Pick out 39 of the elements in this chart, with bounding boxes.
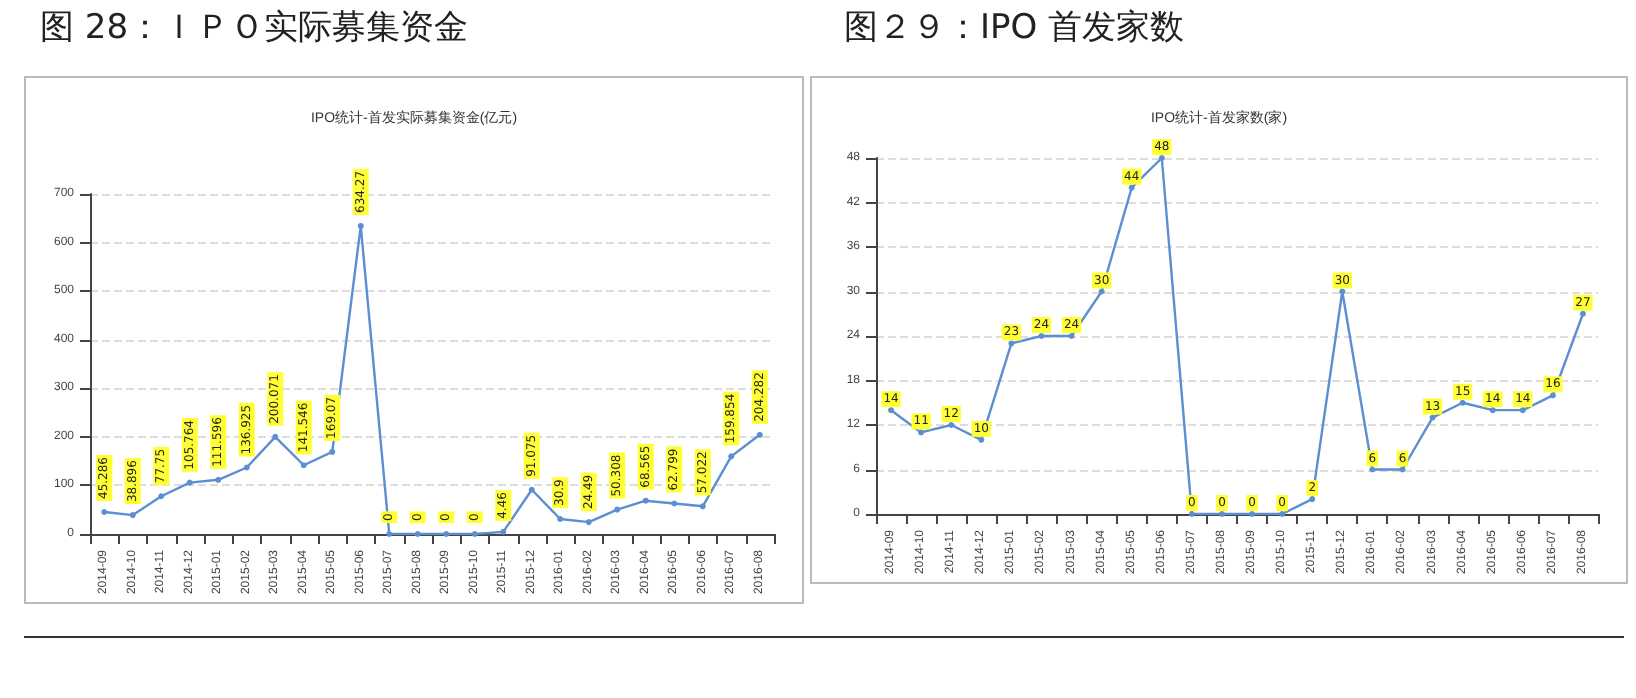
point xyxy=(1128,184,1135,191)
point xyxy=(1579,310,1586,317)
point xyxy=(699,503,706,510)
point xyxy=(671,500,678,507)
point xyxy=(756,431,763,438)
point xyxy=(500,528,507,535)
point xyxy=(948,422,955,428)
point xyxy=(158,493,165,500)
line-series xyxy=(888,155,1586,517)
point xyxy=(357,222,364,229)
point xyxy=(642,497,649,504)
point xyxy=(978,436,985,443)
point xyxy=(1459,399,1466,406)
point xyxy=(272,433,279,440)
point xyxy=(101,509,108,515)
point xyxy=(1158,155,1165,161)
point xyxy=(129,512,136,519)
point xyxy=(329,448,336,455)
point xyxy=(1068,333,1075,339)
point xyxy=(1429,414,1436,421)
point xyxy=(1309,496,1316,503)
point xyxy=(1399,466,1406,473)
point xyxy=(300,462,307,469)
point xyxy=(1549,392,1556,399)
point xyxy=(614,506,621,513)
point xyxy=(186,479,193,486)
chart-title: 图 28：ＩＰＯ实际募集资金 xyxy=(40,6,469,50)
point xyxy=(1008,340,1015,347)
point xyxy=(1489,407,1496,414)
point xyxy=(528,486,535,493)
point xyxy=(728,453,735,460)
point xyxy=(918,429,925,436)
point xyxy=(888,407,895,414)
point xyxy=(1519,407,1526,414)
chart-title: 图２９：IPO 首发家数 xyxy=(844,6,1185,50)
point xyxy=(1038,333,1045,339)
point xyxy=(1098,288,1105,295)
point xyxy=(215,476,222,483)
point xyxy=(585,519,592,526)
